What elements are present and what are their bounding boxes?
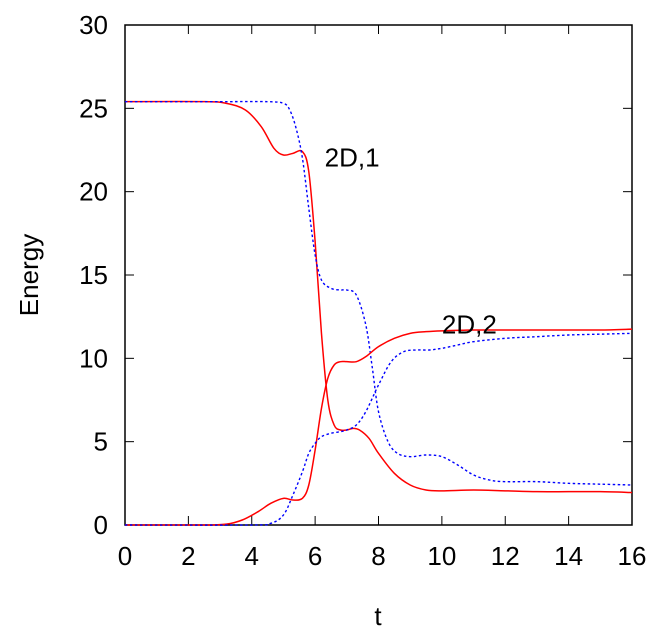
annotation-label: 2D,1	[325, 143, 380, 173]
y-tick-label: 10	[79, 343, 108, 373]
series-line-2	[125, 100, 633, 486]
y-tick-label: 15	[79, 260, 108, 290]
series-line-3	[124, 328, 633, 526]
series-line-4	[124, 332, 633, 526]
y-tick-label: 30	[79, 10, 108, 40]
x-axis-label: t	[374, 601, 382, 631]
annotations: 2D,1 2D,2	[325, 143, 497, 340]
axis-ticks: 0 2 4 6 8 10 12 14 16 0 5 10 15 20 25 30	[79, 10, 646, 571]
series-group	[124, 100, 633, 526]
x-tick-label: 12	[491, 541, 520, 571]
x-tick-label: 8	[371, 541, 385, 571]
y-tick-label: 20	[79, 177, 108, 207]
x-tick-label: 0	[118, 541, 132, 571]
y-tick-label: 5	[94, 427, 108, 457]
x-tick-label: 2	[181, 541, 195, 571]
x-tick-label: 6	[308, 541, 322, 571]
y-axis-label: Energy	[14, 234, 44, 316]
y-tick-label: 0	[94, 510, 108, 540]
annotation-label: 2D,2	[442, 309, 497, 339]
series-line-1	[124, 100, 633, 494]
y-tick-label: 25	[79, 93, 108, 123]
plot-frame	[124, 24, 633, 526]
x-tick-label: 16	[618, 541, 647, 571]
x-tick-label: 10	[427, 541, 456, 571]
x-tick-label: 4	[245, 541, 259, 571]
x-tick-label: 14	[554, 541, 583, 571]
